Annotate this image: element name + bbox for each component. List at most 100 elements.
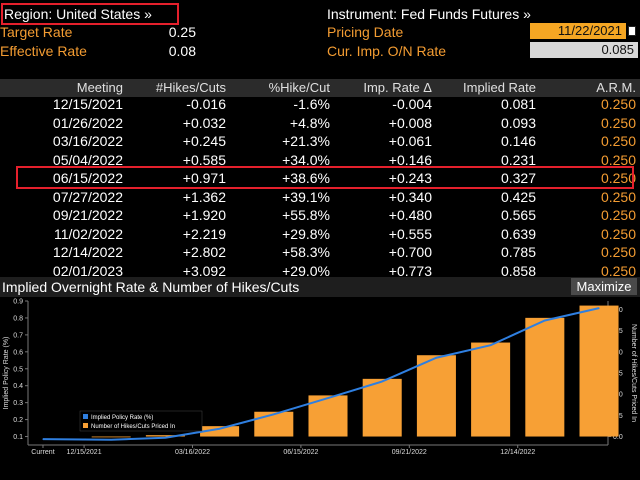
cell-hikes-cuts: +3.092	[182, 262, 226, 279]
cell-hikes-cuts: +0.245	[182, 133, 226, 149]
cell-imp-rate-delta: +0.340	[388, 188, 432, 205]
legend-swatch-bar	[83, 423, 88, 428]
col-implied-rate[interactable]: Implied Rate	[463, 80, 536, 95]
cell-meeting: 01/26/2022	[52, 114, 123, 131]
cell-imp-rate-delta: +0.700	[388, 244, 432, 260]
target-rate-label: Target Rate	[0, 24, 73, 40]
cur-imp-rate-label: Cur. Imp. O/N Rate	[327, 43, 447, 59]
cell-hikes-cuts: +2.219	[182, 225, 226, 242]
hikes-bar	[579, 305, 619, 437]
chart-title-bar	[0, 277, 640, 297]
cell-arm: 0.250	[600, 114, 636, 131]
implied-rate-point	[218, 428, 221, 430]
cell-imp-rate-delta: -0.004	[392, 96, 432, 112]
cell-hikes-cuts: +0.585	[182, 151, 226, 168]
col-arm[interactable]: A.R.M.	[596, 80, 636, 95]
table-row[interactable]: 05/04/2022 +0.585 +34.0% +0.146 0.231 0.250	[0, 151, 640, 169]
x-tick-label: Current	[31, 449, 54, 456]
left-tick-label: 0.6	[13, 349, 23, 356]
cell-imp-rate-delta: +0.061	[388, 133, 432, 149]
cell-implied-rate: 0.639	[500, 225, 536, 242]
cell-pct-hike-cut: +38.6%	[282, 170, 330, 186]
x-tick-label: 12/14/2022	[500, 449, 535, 456]
table-row[interactable]: 09/21/2022 +1.920 +55.8% +0.480 0.565 0.250	[0, 206, 640, 224]
region-label[interactable]: Region: United States »	[4, 6, 152, 22]
pricing-date-field[interactable]: 11/22/2021	[530, 23, 626, 39]
cell-implied-rate: 0.327	[500, 170, 536, 186]
left-tick-label: 0.3	[13, 400, 23, 407]
cell-pct-hike-cut: +21.3%	[282, 133, 330, 149]
col-hikes-cuts[interactable]: #Hikes/Cuts	[155, 80, 226, 95]
cell-imp-rate-delta: +0.555	[388, 225, 432, 242]
effective-rate-label: Effective Rate	[0, 43, 87, 59]
x-tick-label: 03/16/2022	[175, 449, 210, 456]
cell-implied-rate: 0.565	[500, 207, 536, 223]
cell-pct-hike-cut: +29.0%	[282, 262, 330, 279]
cell-meeting: 11/02/2022	[53, 225, 123, 242]
instrument-label[interactable]: Instrument: Fed Funds Futures »	[327, 6, 531, 22]
implied-rate-point	[42, 438, 44, 440]
cell-meeting: 09/21/2022	[52, 207, 123, 223]
implied-rate-point	[110, 439, 112, 441]
chart-svg: 0.10.20.30.40.50.60.70.80.90.00.51.01.52…	[0, 297, 640, 480]
cell-hikes-cuts: +1.362	[182, 188, 226, 205]
hikes-bar	[254, 411, 294, 437]
table-row[interactable]: 03/16/2022 +0.245 +21.3% +0.061 0.146 0.250	[0, 132, 640, 150]
right-tick-label: 0.0	[613, 434, 623, 441]
cell-hikes-cuts: +0.971	[182, 170, 226, 186]
cell-arm: 0.250	[600, 244, 636, 260]
col-meeting[interactable]: Meeting	[76, 80, 123, 95]
col-imp-rate-delta[interactable]: Imp. Rate Δ	[363, 80, 432, 95]
cell-imp-rate-delta: +0.773	[388, 262, 432, 279]
table-row[interactable]: 12/15/2021 -0.016 -1.6% -0.004 0.081 0.250	[0, 95, 640, 113]
row-highlight-box	[16, 166, 634, 189]
cell-arm: 0.250	[600, 225, 636, 242]
cell-pct-hike-cut: +29.8%	[282, 225, 330, 242]
implied-rate-point	[598, 307, 600, 309]
calendar-icon[interactable]	[628, 26, 636, 36]
pricing-date-label: Pricing Date	[327, 24, 404, 40]
left-tick-label: 0.2	[13, 417, 23, 424]
table-row[interactable]: 01/26/2022 +0.032 +4.8% +0.008 0.093 0.250	[0, 114, 640, 132]
cell-hikes-cuts: +0.032	[182, 114, 226, 131]
col-pct-hike-cut[interactable]: %Hike/Cut	[268, 80, 330, 95]
chart-title: Implied Overnight Rate & Number of Hikes…	[2, 279, 300, 295]
cell-meeting: 05/04/2022	[52, 151, 123, 168]
left-tick-label: 0.7	[13, 332, 23, 339]
cell-imp-rate-delta: +0.146	[388, 151, 432, 168]
hikes-bar	[145, 435, 185, 437]
cell-pct-hike-cut: +55.8%	[282, 207, 330, 223]
hikes-bar	[416, 355, 456, 437]
cell-meeting: 12/14/2022	[52, 244, 123, 260]
legend-swatch-line	[83, 414, 88, 419]
cell-implied-rate: 0.425	[500, 188, 536, 205]
cell-implied-rate: 0.231	[500, 151, 536, 168]
cell-implied-rate: 0.081	[500, 96, 536, 112]
table-row[interactable]: 06/15/2022 +0.971 +38.6% +0.243 0.327 0.250	[0, 169, 640, 187]
hikes-bar	[525, 317, 565, 437]
cell-imp-rate-delta: +0.008	[388, 114, 432, 131]
cell-imp-rate-delta: +0.480	[388, 207, 432, 223]
cell-meeting: 06/15/2022	[52, 170, 123, 186]
cell-pct-hike-cut: +4.8%	[289, 114, 330, 131]
table-row[interactable]: 12/14/2022 +2.802 +58.3% +0.700 0.785 0.250	[0, 243, 640, 261]
cell-arm: 0.250	[600, 188, 636, 205]
x-tick-label: 12/15/2021	[67, 449, 102, 456]
left-tick-label: 0.9	[13, 299, 23, 306]
table-row[interactable]: 11/02/2022 +2.219 +29.8% +0.555 0.639 0.250	[0, 225, 640, 243]
maximize-button[interactable]: Maximize	[571, 278, 637, 295]
cell-pct-hike-cut: +34.0%	[282, 151, 330, 168]
hikes-bar	[200, 426, 240, 437]
cell-pct-hike-cut: +58.3%	[282, 244, 330, 260]
implied-rate-point	[544, 319, 546, 322]
table-row[interactable]: 07/27/2022 +1.362 +39.1% +0.340 0.425 0.250	[0, 188, 640, 206]
cell-implied-rate: 0.146	[500, 133, 536, 149]
cell-implied-rate: 0.785	[500, 244, 536, 260]
region-selector[interactable]	[1, 3, 179, 25]
cell-arm: 0.250	[600, 262, 636, 279]
table-row[interactable]: 02/01/2023 +3.092 +29.0% +0.773 0.858 0.250	[0, 262, 640, 280]
cell-arm: 0.250	[600, 170, 636, 186]
cell-meeting: 07/27/2022	[52, 188, 123, 205]
hikes-bar	[91, 436, 131, 438]
cell-meeting: 12/15/2021	[52, 96, 123, 112]
